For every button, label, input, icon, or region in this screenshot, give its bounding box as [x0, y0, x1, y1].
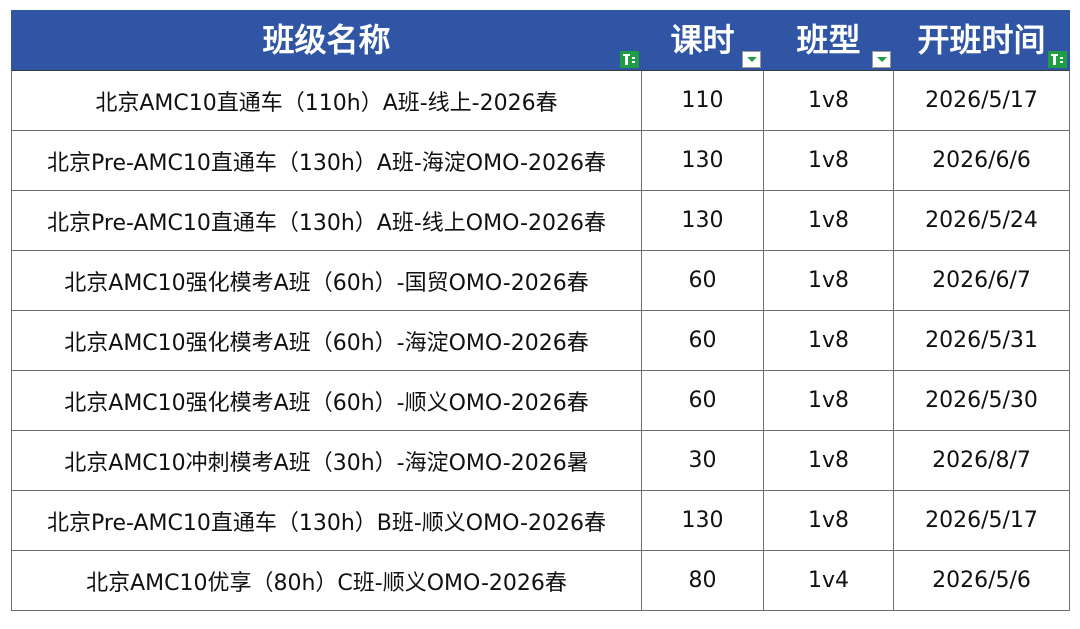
cell-hours[interactable]: 130 [641, 190, 764, 251]
cell-start-date[interactable]: 2026/5/17 [893, 490, 1070, 551]
cell-hours[interactable]: 60 [641, 310, 764, 371]
cell-class-type[interactable]: 1v8 [763, 130, 894, 191]
filter-dropdown-button[interactable] [872, 51, 891, 68]
table-row: 北京Pre-AMC10直通车（130h）B班-顺义OMO-2026春 130 1… [11, 490, 1070, 551]
cell-class-name[interactable]: 北京Pre-AMC10直通车（130h）B班-顺义OMO-2026春 [11, 490, 642, 551]
cell-class-name[interactable]: 北京AMC10强化模考A班（60h）-顺义OMO-2026春 [11, 370, 642, 431]
table-row: 北京Pre-AMC10直通车（130h）A班-线上OMO-2026春 130 1… [11, 190, 1070, 251]
cell-start-date[interactable]: 2026/8/7 [893, 430, 1070, 491]
table-row: 北京AMC10冲刺模考A班（30h）-海淀OMO-2026暑 30 1v8 20… [11, 430, 1070, 491]
header-class-name: 班级名称 [11, 10, 642, 71]
cell-start-date[interactable]: 2026/5/31 [893, 310, 1070, 371]
cell-class-name[interactable]: 北京Pre-AMC10直通车（130h）A班-海淀OMO-2026春 [11, 130, 642, 191]
table-row: 北京AMC10强化模考A班（60h）-顺义OMO-2026春 60 1v8 20… [11, 370, 1070, 431]
table-row: 北京Pre-AMC10直通车（130h）A班-海淀OMO-2026春 130 1… [11, 130, 1070, 191]
cell-start-date[interactable]: 2026/6/6 [893, 130, 1070, 191]
cell-class-type[interactable]: 1v8 [763, 250, 894, 311]
cell-class-type[interactable]: 1v8 [763, 190, 894, 251]
cell-hours[interactable]: 130 [641, 490, 764, 551]
cell-class-name[interactable]: 北京AMC10强化模考A班（60h）-海淀OMO-2026春 [11, 310, 642, 371]
header-start-date: 开班时间 [893, 10, 1070, 71]
cell-hours[interactable]: 30 [641, 430, 764, 491]
table-row: 北京AMC10直通车（110h）A班-线上-2026春 110 1v8 2026… [11, 70, 1070, 131]
header-label: 开班时间 [917, 21, 1046, 59]
header-hours: 课时 [641, 10, 764, 71]
header-label: 班型 [796, 21, 861, 59]
header-row: 班级名称 课时 班型 [11, 10, 1070, 71]
filter-sort-button[interactable] [620, 51, 639, 68]
filter-dropdown-button[interactable] [742, 51, 761, 68]
cell-start-date[interactable]: 2026/5/30 [893, 370, 1070, 431]
filter-sort-icon [623, 54, 636, 65]
cell-class-name[interactable]: 北京AMC10优享（80h）C班-顺义OMO-2026春 [11, 550, 642, 611]
cell-class-type[interactable]: 1v8 [763, 490, 894, 551]
header-class-type: 班型 [763, 10, 894, 71]
table-row: 北京AMC10优享（80h）C班-顺义OMO-2026春 80 1v4 2026… [11, 550, 1070, 611]
cell-class-name[interactable]: 北京AMC10冲刺模考A班（30h）-海淀OMO-2026暑 [11, 430, 642, 491]
cell-start-date[interactable]: 2026/6/7 [893, 250, 1070, 311]
dropdown-arrow-icon [746, 57, 757, 62]
cell-hours[interactable]: 60 [641, 250, 764, 311]
cell-class-type[interactable]: 1v4 [763, 550, 894, 611]
filter-sort-icon [1051, 54, 1064, 65]
cell-class-name[interactable]: 北京AMC10直通车（110h）A班-线上-2026春 [11, 70, 642, 131]
cell-class-type[interactable]: 1v8 [763, 310, 894, 371]
dropdown-arrow-icon [876, 57, 887, 62]
cell-hours[interactable]: 80 [641, 550, 764, 611]
table-row: 北京AMC10强化模考A班（60h）-国贸OMO-2026春 60 1v8 20… [11, 250, 1070, 311]
cell-start-date[interactable]: 2026/5/6 [893, 550, 1070, 611]
cell-class-name[interactable]: 北京AMC10强化模考A班（60h）-国贸OMO-2026春 [11, 250, 642, 311]
cell-class-type[interactable]: 1v8 [763, 370, 894, 431]
cell-hours[interactable]: 130 [641, 130, 764, 191]
table-row: 北京AMC10强化模考A班（60h）-海淀OMO-2026春 60 1v8 20… [11, 310, 1070, 371]
header-label: 班级名称 [262, 21, 391, 59]
spreadsheet-area: 班级名称 课时 班型 [11, 10, 1070, 611]
cell-class-type[interactable]: 1v8 [763, 430, 894, 491]
cell-start-date[interactable]: 2026/5/17 [893, 70, 1070, 131]
cell-hours[interactable]: 110 [641, 70, 764, 131]
cell-class-type[interactable]: 1v8 [763, 70, 894, 131]
cell-hours[interactable]: 60 [641, 370, 764, 431]
filter-sort-button[interactable] [1048, 51, 1067, 68]
cell-class-name[interactable]: 北京Pre-AMC10直通车（130h）A班-线上OMO-2026春 [11, 190, 642, 251]
cell-start-date[interactable]: 2026/5/24 [893, 190, 1070, 251]
class-schedule-table: 班级名称 课时 班型 [11, 10, 1070, 611]
header-label: 课时 [670, 21, 735, 59]
